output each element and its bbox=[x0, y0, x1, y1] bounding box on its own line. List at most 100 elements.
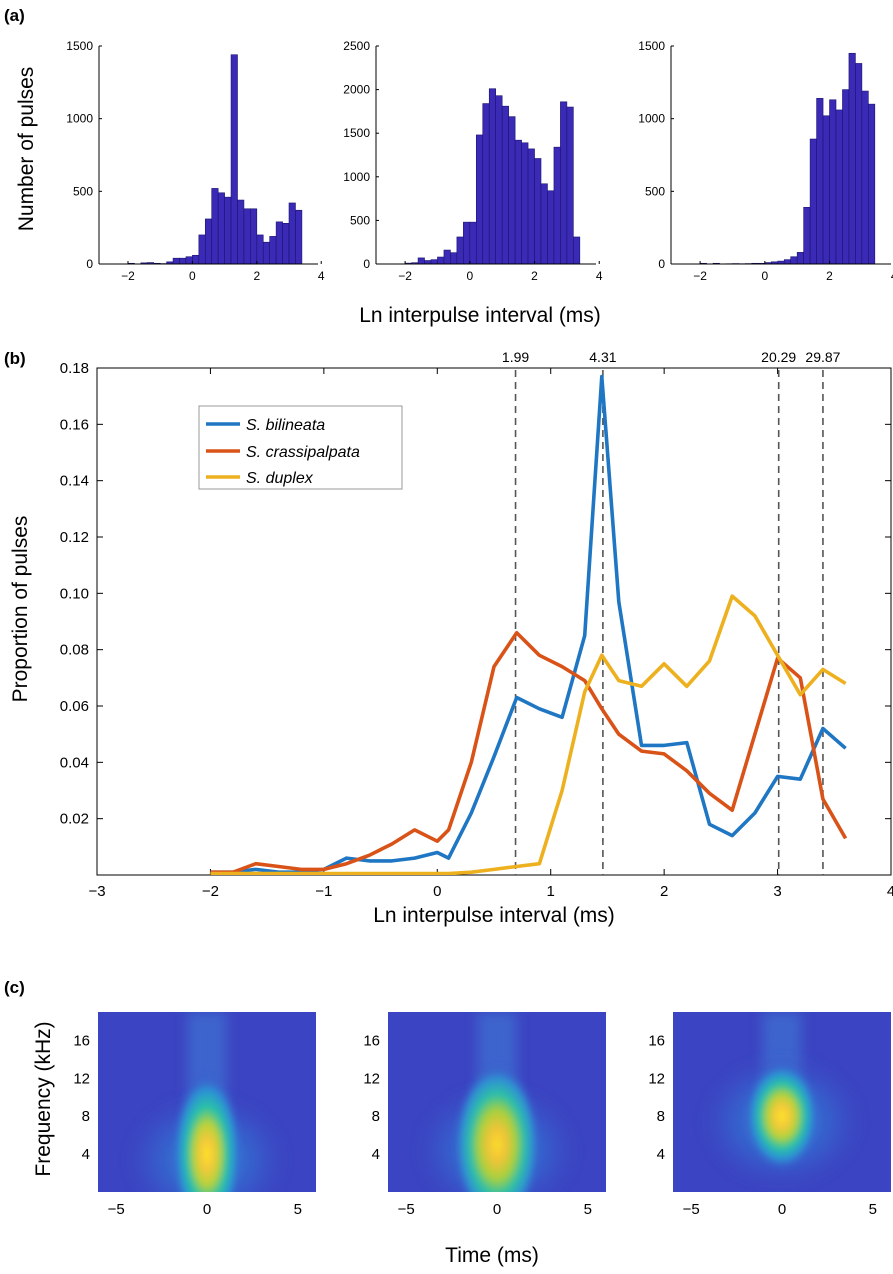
hist-y-tick-label: 1000 bbox=[343, 170, 370, 184]
line-x-tick-label: 2 bbox=[660, 883, 668, 900]
spec-x-tick-label: −5 bbox=[398, 1201, 415, 1218]
hist-y-tick-label: 1000 bbox=[66, 112, 93, 126]
legend-box bbox=[198, 405, 403, 490]
reference-line-label: 29.87 bbox=[805, 349, 840, 365]
hist-bar bbox=[250, 208, 258, 265]
hist-bar bbox=[822, 115, 830, 265]
line-x-tick-label: −3 bbox=[88, 883, 105, 900]
hist-bar bbox=[443, 249, 451, 265]
hist-bar bbox=[262, 241, 270, 265]
spectrogram-core bbox=[172, 1073, 242, 1192]
hist-bar bbox=[288, 202, 296, 265]
panel-c-xlabel: Time (ms) bbox=[445, 1244, 539, 1267]
hist-bar bbox=[230, 54, 238, 265]
hist-bar bbox=[450, 252, 458, 265]
line-x-tick-label: −2 bbox=[202, 883, 219, 900]
panel-b-xlabel: Ln interpulse interval (ms) bbox=[373, 904, 615, 927]
hist-x-tick-label: 4 bbox=[596, 269, 603, 283]
line-x-tick-label: −1 bbox=[315, 883, 332, 900]
hist-bar bbox=[256, 234, 264, 265]
hist-x-tick-label: −2 bbox=[398, 269, 412, 283]
spec-y-tick-label: 4 bbox=[657, 1146, 665, 1163]
hist-bar bbox=[179, 257, 187, 265]
spec-y-tick-label: 8 bbox=[372, 1108, 380, 1125]
line-y-tick-label: 0.18 bbox=[60, 360, 89, 377]
hist-y-tick-label: 0 bbox=[363, 257, 370, 271]
panel-letter-c: (c) bbox=[4, 978, 25, 997]
spectrogram-1 bbox=[388, 1012, 606, 1192]
hist-bar bbox=[855, 63, 863, 265]
hist-y-tick-label: 0 bbox=[658, 257, 665, 271]
spec-y-tick-label: 12 bbox=[73, 1070, 90, 1087]
hist-bar bbox=[269, 236, 277, 265]
hist-bar bbox=[172, 257, 180, 265]
hist-bar bbox=[790, 256, 798, 265]
spec-x-tick-label: −5 bbox=[683, 1201, 700, 1218]
panel-a-ylabel: Number of pulses bbox=[15, 67, 38, 232]
hist-bar bbox=[560, 101, 568, 265]
spec-x-tick-label: 5 bbox=[294, 1201, 302, 1218]
hist-bar bbox=[417, 257, 425, 265]
hist-bar bbox=[463, 221, 471, 265]
hist-x-tick-label: 2 bbox=[826, 269, 833, 283]
reference-line-label: 1.99 bbox=[502, 349, 529, 365]
hist-bar bbox=[430, 259, 438, 265]
panel-b-ylabel: Proportion of pulses bbox=[9, 516, 32, 703]
line-chart-frame bbox=[96, 367, 892, 876]
legend-label-bilineata: S. bilineata bbox=[246, 417, 325, 434]
spectrogram-core bbox=[453, 1063, 541, 1192]
hist-x-tick-label: 0 bbox=[466, 269, 473, 283]
hist-bar bbox=[185, 256, 193, 265]
spec-y-tick-label: 16 bbox=[648, 1032, 665, 1049]
line-y-tick-label: 0.10 bbox=[60, 585, 89, 602]
hist-y-tick-label: 1500 bbox=[343, 126, 370, 140]
panel-letter-a: (a) bbox=[4, 6, 25, 25]
legend-label-duplex: S. duplex bbox=[246, 470, 314, 487]
spec-x-tick-label: −5 bbox=[108, 1201, 125, 1218]
hist-bar bbox=[829, 99, 837, 265]
hist-bar bbox=[488, 88, 497, 265]
panel-b-legend: S. bilineata S. crassipalpata S. duplex bbox=[198, 405, 403, 490]
spec-x-tick-label: 0 bbox=[778, 1201, 786, 1218]
hist-y-tick-label: 0 bbox=[86, 257, 93, 271]
line-y-tick-label: 0.06 bbox=[60, 698, 89, 715]
panel-b-line-chart: −3 −2 −1 0 1 2 3 4 0.02 0.04 0.06 0.08 0.10 0.12 0.14 0… bbox=[60, 349, 893, 900]
hist-y-tick-label: 2000 bbox=[343, 83, 370, 97]
line-y-tick-label: 0.04 bbox=[60, 754, 89, 771]
reference-line-label: 4.31 bbox=[589, 349, 616, 365]
hist-x-tick-label: −2 bbox=[121, 269, 135, 283]
hist-bar bbox=[192, 254, 200, 265]
series-line-sduplex bbox=[210, 594, 847, 875]
spectrogram-0 bbox=[98, 1012, 316, 1192]
line-x-tick-label: 1 bbox=[547, 883, 555, 900]
hist-bar bbox=[861, 90, 869, 265]
hist-bar bbox=[527, 148, 535, 265]
spec-y-tick-label: 4 bbox=[82, 1146, 90, 1163]
spec-x-tick-label: 0 bbox=[203, 1201, 211, 1218]
hist-bar bbox=[508, 116, 516, 265]
hist-y-tick-label: 1500 bbox=[66, 39, 93, 53]
hist-bar bbox=[547, 190, 555, 265]
spec-y-tick-label: 8 bbox=[82, 1108, 90, 1125]
hist-y-tick-label: 500 bbox=[645, 184, 665, 198]
line-y-tick-label: 0.16 bbox=[60, 416, 89, 433]
hist-bar bbox=[237, 199, 245, 265]
line-y-tick-label: 0.14 bbox=[60, 473, 89, 490]
line-y-tick-label: 0.08 bbox=[60, 642, 89, 659]
hist-x-tick-label: 0 bbox=[761, 269, 768, 283]
hist-bar bbox=[868, 103, 876, 265]
hist-bar bbox=[295, 209, 303, 265]
series-line-scrassipalpata bbox=[210, 630, 848, 875]
hist-bar bbox=[437, 256, 445, 265]
hist-bar bbox=[475, 134, 484, 265]
hist-y-tick-label: 500 bbox=[350, 213, 370, 227]
hist-bar bbox=[501, 105, 509, 265]
hist-x-tick-label: 2 bbox=[531, 269, 538, 283]
hist-bar bbox=[835, 109, 843, 265]
line-y-tick-label: 0.02 bbox=[60, 811, 89, 828]
panel-a-xlabel: Ln interpulse interval (ms) bbox=[359, 304, 601, 327]
hist-bar bbox=[842, 89, 850, 265]
hist-bar bbox=[534, 158, 542, 265]
hist-bar bbox=[275, 221, 283, 265]
